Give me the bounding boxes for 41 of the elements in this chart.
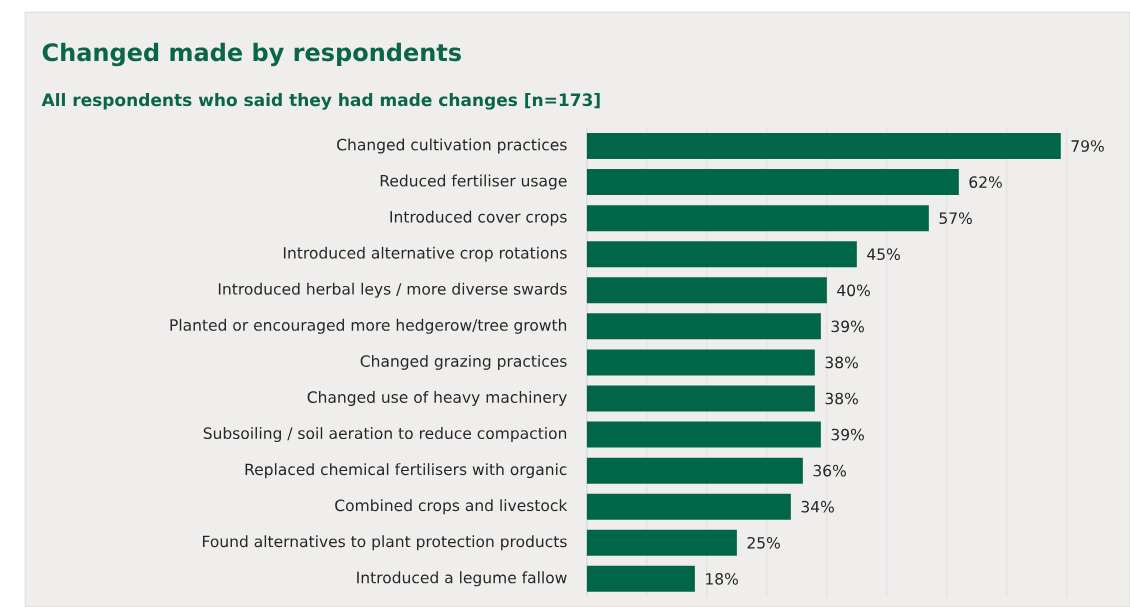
data-label: 36% [813, 464, 846, 477]
data-label: 45% [867, 248, 900, 261]
data-label: 38% [825, 356, 858, 369]
bar [586, 349, 815, 376]
y-tick-label: Introduced cover crops [390, 210, 567, 226]
data-label: 62% [969, 176, 1002, 188]
data-label: 57% [939, 212, 972, 224]
y-tick-label: Introduced a legume fallow [357, 571, 567, 587]
data-label: 79% [1071, 140, 1104, 152]
y-tick-label: Reduced fertiliser usage [380, 174, 567, 190]
y-tick-label: Replaced chemical fertilisers with organic [245, 463, 567, 479]
data-label: 40% [837, 284, 870, 297]
y-tick-label: Combined crops and livestock [335, 499, 568, 515]
data-label: 39% [831, 428, 864, 441]
bar [586, 313, 821, 340]
bar [586, 132, 1061, 159]
data-label: 18% [706, 572, 738, 585]
data-label: 34% [801, 500, 834, 513]
y-tick-label: Planted or encouraged more hedgerow/tree growth [170, 318, 567, 334]
bar [586, 421, 821, 448]
text: Changed made by respondents [42, 42, 461, 67]
y-tick-label: Changed use of heavy machinery [307, 390, 567, 406]
y-tick-label: Introduced alternative crop rotations [283, 246, 567, 262]
bar [586, 169, 959, 196]
bar [586, 565, 695, 592]
text: All respondents who said they had made changes [n=173] [41, 93, 600, 110]
bar [586, 277, 827, 304]
data-label: 39% [831, 320, 864, 333]
data-label: 38% [825, 392, 858, 405]
y-tick-label: Introduced herbal leys / more diverse swards [218, 282, 567, 298]
bar [586, 493, 791, 520]
y-tick-label: Changed cultivation practices [337, 138, 567, 154]
y-tick-label: Subsoiling / soil aeration to reduce compaction [203, 427, 567, 443]
bar [586, 385, 815, 412]
bar [586, 457, 803, 484]
y-tick-label: Found alternatives to plant protection products [203, 535, 567, 551]
bar [586, 241, 857, 268]
y-tick-label: Changed grazing practices [360, 354, 567, 370]
bar [586, 205, 929, 232]
data-label: 25% [747, 536, 780, 549]
bar [586, 529, 737, 556]
